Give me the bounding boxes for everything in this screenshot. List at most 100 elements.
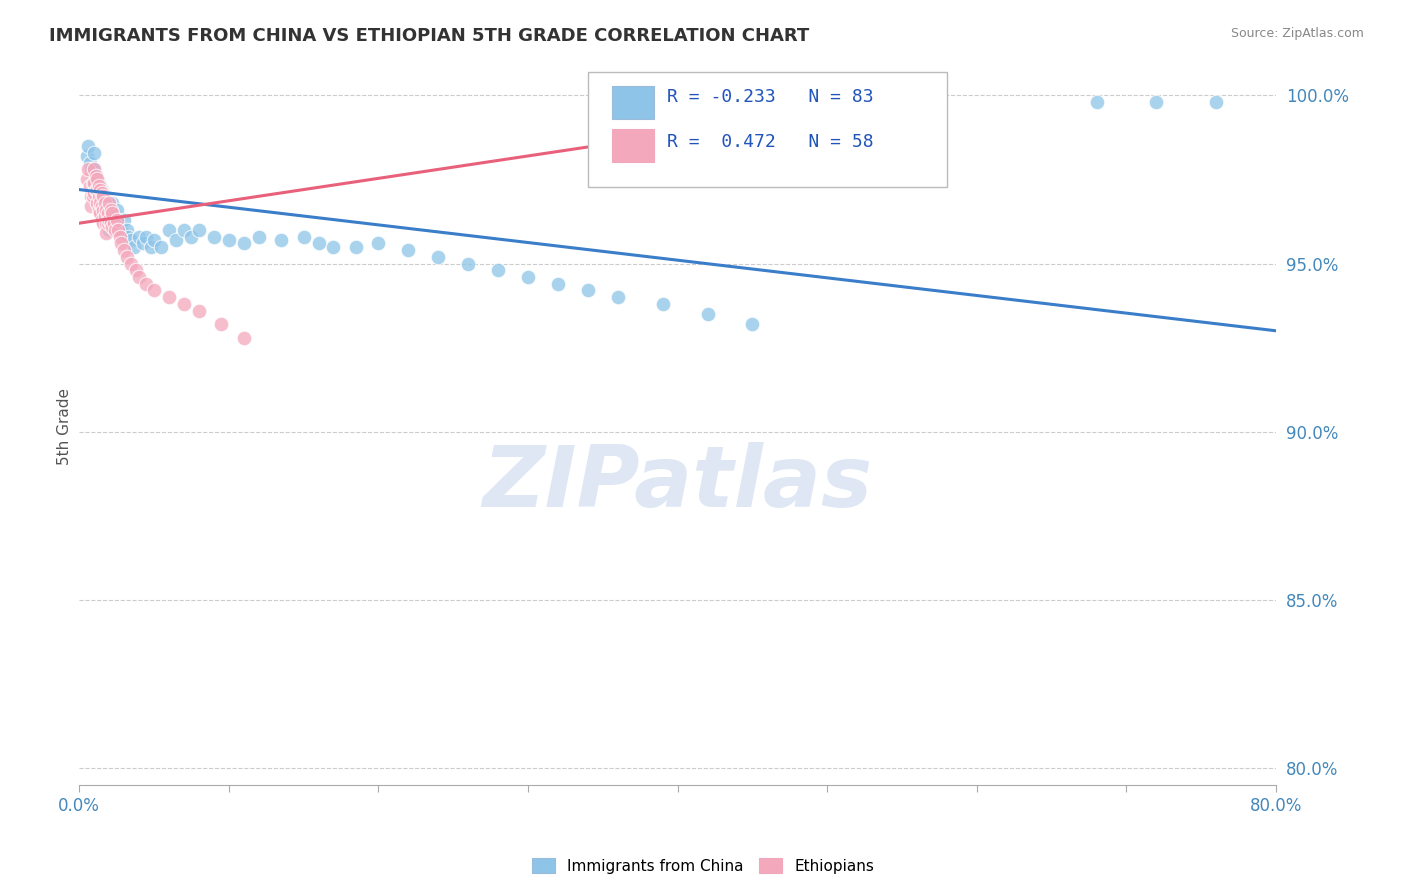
Point [98,212,121,227]
Point [187,303,209,318]
Point [1085,95,1108,110]
Point [232,330,254,344]
Point [91,186,114,200]
Point [87,176,110,190]
Point [108,219,131,234]
Point [83,162,105,177]
Legend: Immigrants from China, Ethiopians: Immigrants from China, Ethiopians [526,852,880,880]
Point [396,243,419,257]
Point [142,233,165,247]
Point [83,186,105,200]
Point [94,202,117,217]
Point [517,270,540,285]
Point [100,216,122,230]
Point [90,196,112,211]
Point [308,236,330,251]
Point [101,219,124,234]
Point [83,145,105,160]
Point [606,290,628,304]
Point [82,172,104,186]
Text: IMMIGRANTS FROM CHINA VS ETHIOPIAN 5TH GRADE CORRELATION CHART: IMMIGRANTS FROM CHINA VS ETHIOPIAN 5TH G… [49,27,810,45]
Point [100,202,122,217]
Point [111,227,134,241]
Point [82,176,104,190]
Point [292,229,315,244]
Point [98,223,121,237]
Point [107,223,129,237]
Point [90,199,112,213]
Point [232,236,254,251]
Point [124,240,146,254]
Point [94,206,117,220]
Point [121,233,143,247]
Point [1205,95,1227,110]
Point [125,263,148,277]
Point [89,183,111,197]
Point [121,256,143,270]
Point [89,193,111,207]
Point [91,210,114,224]
Point [209,317,232,331]
Point [80,199,103,213]
Point [1144,95,1167,110]
Point [101,206,124,220]
Point [486,263,509,277]
Point [91,199,114,213]
Point [84,183,107,197]
Point [87,189,110,203]
Point [77,162,100,177]
FancyBboxPatch shape [612,129,654,161]
Point [89,179,111,194]
Point [98,199,121,213]
Point [367,236,389,251]
Point [91,202,114,217]
Point [142,284,165,298]
Point [157,290,180,304]
Point [79,155,101,169]
Point [91,216,114,230]
Point [83,176,105,190]
Point [90,186,112,200]
Point [83,162,105,177]
Point [112,212,135,227]
Point [128,229,150,244]
Point [157,223,180,237]
Point [77,139,100,153]
Point [135,277,157,291]
Point [89,206,111,220]
Point [247,229,270,244]
Point [82,189,104,203]
Point [89,202,111,217]
Point [84,183,107,197]
Point [696,307,718,321]
Point [87,179,110,194]
Point [128,270,150,285]
Point [94,227,117,241]
Point [86,183,108,197]
Point [96,216,118,230]
Point [132,236,155,251]
Point [90,206,112,220]
Point [90,212,112,227]
Point [76,149,98,163]
Point [576,284,599,298]
Point [105,212,128,227]
Point [150,240,173,254]
Point [651,297,673,311]
Text: R = -0.233   N = 83: R = -0.233 N = 83 [666,88,873,106]
Point [165,233,187,247]
Point [270,233,292,247]
Point [110,236,132,251]
Point [98,196,121,211]
Point [101,210,124,224]
Point [90,183,112,197]
Point [91,189,114,203]
Point [187,223,209,237]
Point [115,250,138,264]
Point [86,196,108,211]
FancyBboxPatch shape [588,72,946,186]
Point [86,172,108,186]
Point [93,202,115,217]
Point [87,189,110,203]
Point [100,202,122,217]
